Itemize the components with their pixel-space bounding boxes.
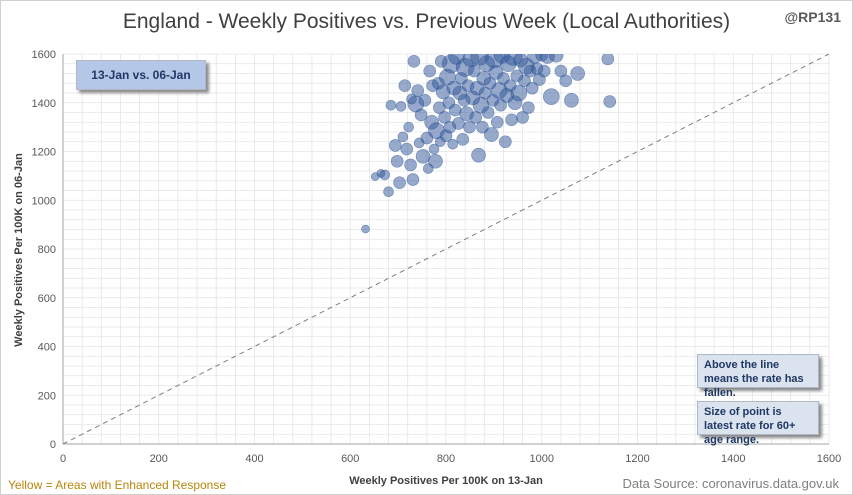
data-source: Data Source: coronavirus.data.gov.uk bbox=[622, 476, 839, 491]
data-point bbox=[406, 173, 420, 186]
data-point bbox=[447, 138, 459, 150]
data-point bbox=[481, 106, 495, 119]
data-point bbox=[525, 81, 539, 95]
point-group bbox=[361, 54, 617, 234]
data-point bbox=[448, 103, 462, 117]
data-point bbox=[543, 88, 560, 105]
data-point bbox=[395, 101, 407, 112]
data-point bbox=[400, 142, 414, 156]
data-point bbox=[490, 115, 504, 129]
tick-labels: 0 200 400 600 800 1000 1200 1400 1600 0 200 400 600 8… bbox=[32, 49, 842, 465]
data-point bbox=[516, 111, 529, 124]
data-point bbox=[383, 186, 394, 198]
data-point bbox=[499, 135, 512, 149]
data-point bbox=[415, 149, 431, 164]
data-point bbox=[564, 93, 579, 108]
data-point bbox=[505, 113, 518, 127]
data-point bbox=[601, 54, 615, 66]
data-point bbox=[603, 95, 617, 108]
data-point bbox=[423, 64, 437, 78]
y-tick-label: 200 bbox=[38, 390, 56, 402]
data-point bbox=[414, 108, 428, 122]
point-size-note: Size of point is latest rate for 60+ age… bbox=[697, 401, 819, 446]
data-point bbox=[463, 120, 476, 134]
y-axis-label: Weekly Positives Per 100K on 06-Jan bbox=[13, 153, 25, 347]
x-tick-label: 1200 bbox=[625, 453, 649, 465]
data-point bbox=[385, 99, 397, 111]
data-point bbox=[403, 121, 414, 133]
data-point bbox=[510, 84, 528, 102]
y-tick-label: 400 bbox=[38, 342, 56, 354]
data-point bbox=[548, 54, 564, 63]
data-point bbox=[379, 169, 391, 181]
data-point bbox=[404, 158, 417, 172]
data-point bbox=[522, 101, 535, 114]
data-point bbox=[407, 55, 421, 68]
data-point bbox=[361, 224, 370, 234]
axes bbox=[62, 54, 829, 445]
y-tick-label: 600 bbox=[38, 293, 56, 305]
data-point bbox=[484, 127, 499, 142]
data-point bbox=[428, 153, 443, 169]
line-meaning-note: Above the line means the rate has fallen… bbox=[697, 354, 819, 399]
y-tick-label: 0 bbox=[50, 439, 56, 451]
data-point bbox=[476, 120, 489, 134]
data-point bbox=[537, 64, 551, 78]
x-tick-label: 600 bbox=[341, 453, 359, 465]
data-points bbox=[361, 54, 617, 234]
x-tick-label: 1000 bbox=[530, 453, 554, 465]
data-point bbox=[390, 154, 404, 168]
y-tick-label: 800 bbox=[38, 244, 56, 256]
y-tick-label: 1400 bbox=[32, 98, 56, 110]
data-point bbox=[467, 64, 481, 78]
data-point bbox=[438, 111, 451, 124]
enhanced-response-note: Yellow = Areas with Enhanced Response bbox=[8, 478, 227, 492]
data-point bbox=[388, 139, 402, 152]
data-point bbox=[428, 143, 440, 155]
y-tick-label: 1200 bbox=[32, 147, 56, 159]
x-axis-label: Weekly Positives Per 100K on 13-Jan bbox=[349, 475, 543, 487]
data-point bbox=[398, 79, 412, 92]
data-point bbox=[411, 84, 425, 97]
x-tick-label: 200 bbox=[150, 453, 168, 465]
data-point bbox=[456, 133, 470, 146]
author-handle: @RP131 bbox=[784, 9, 841, 25]
y-tick-label: 1600 bbox=[32, 49, 56, 61]
x-tick-label: 1600 bbox=[817, 453, 841, 465]
data-point bbox=[570, 66, 585, 81]
y-tick-label: 1000 bbox=[32, 195, 56, 207]
data-point bbox=[418, 94, 432, 107]
data-point bbox=[559, 74, 572, 88]
data-point bbox=[397, 131, 409, 143]
chart-title: England - Weekly Positives vs. Previous … bbox=[122, 10, 731, 33]
data-point bbox=[393, 176, 406, 189]
date-label-box: 13-Jan vs. 06-Jan bbox=[76, 60, 206, 90]
data-point bbox=[518, 74, 531, 88]
x-tick-label: 400 bbox=[245, 453, 263, 465]
x-tick-label: 800 bbox=[437, 453, 455, 465]
data-point bbox=[471, 147, 486, 163]
x-tick-label: 0 bbox=[60, 453, 66, 465]
x-tick-label: 1400 bbox=[721, 453, 745, 465]
